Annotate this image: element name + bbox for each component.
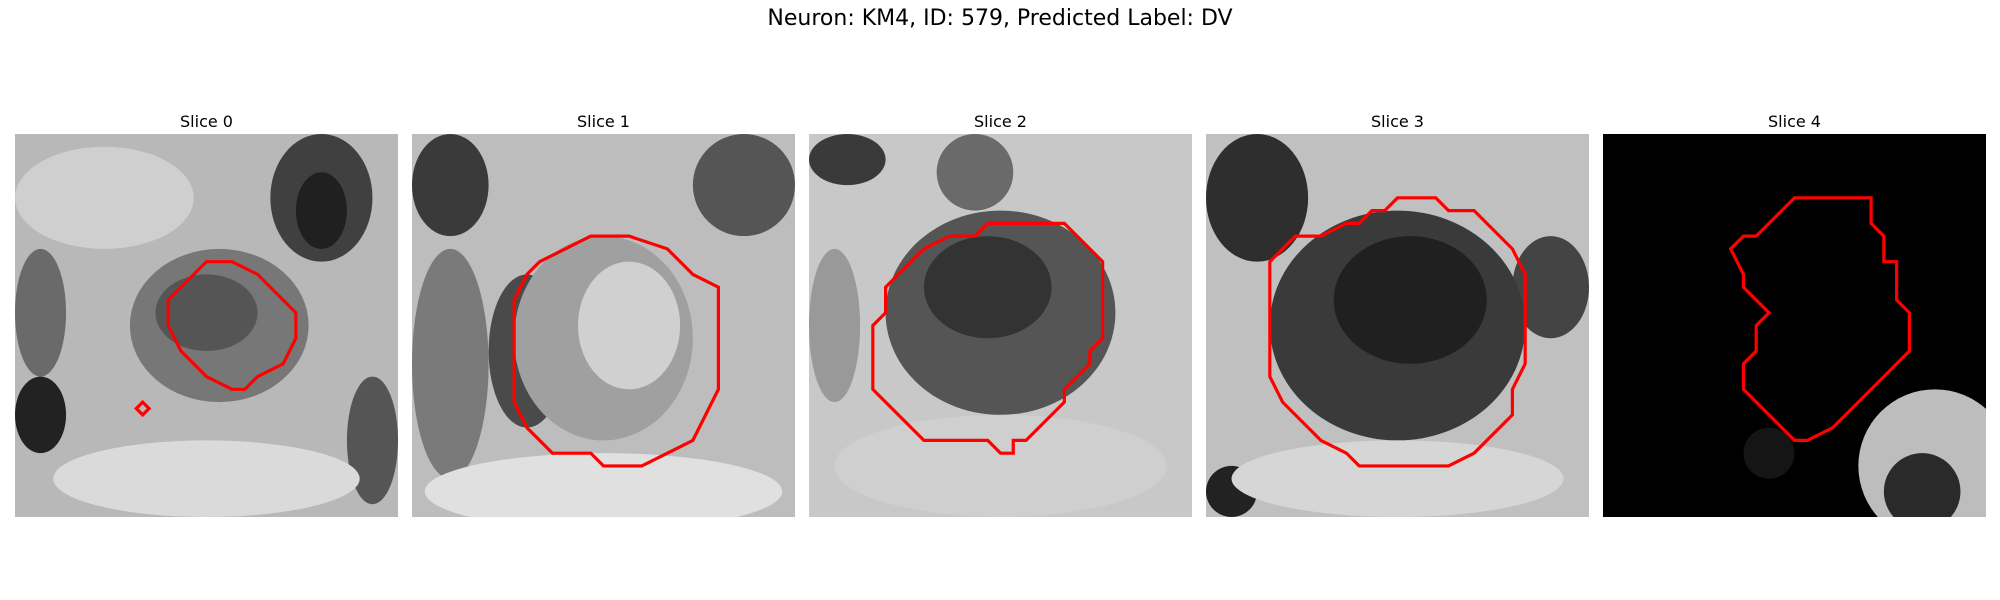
slice-title-2: Slice 2 [974, 112, 1027, 131]
slice-title-0: Slice 0 [180, 112, 233, 131]
grayscale-blobs [15, 134, 398, 517]
slice-panel-3: Slice 3 [1206, 110, 1589, 517]
slice-image-0 [15, 134, 398, 517]
neuron-contour-4 [1728, 196, 1911, 442]
slice-panel-4: Slice 4 [1603, 110, 1986, 517]
grayscale-blobs [1743, 389, 1986, 517]
figure-title: Neuron: KM4, ID: 579, Predicted Label: D… [767, 6, 1233, 31]
slice-title-3: Slice 3 [1371, 112, 1424, 131]
slice-image-4 [1603, 134, 1986, 517]
slice-panel-2: Slice 2 [809, 110, 1192, 517]
grayscale-blobs [412, 134, 795, 517]
slice-image-3 [1206, 134, 1589, 517]
grayscale-blobs [1206, 134, 1589, 517]
neuron-contour-1 [512, 234, 720, 468]
slice-image-2 [809, 134, 1192, 517]
neuron-contour-3 [1268, 196, 1527, 468]
slice-panel-0: Slice 0 [15, 110, 398, 517]
neuron-contour-0 [166, 260, 298, 391]
neuron-contour-2 [871, 221, 1105, 455]
grayscale-blobs [809, 134, 1167, 517]
slice-title-4: Slice 4 [1768, 112, 1821, 131]
artifact-contour-0 [134, 399, 152, 418]
slice-title-1: Slice 1 [577, 112, 630, 131]
slice-panel-1: Slice 1 [412, 110, 795, 517]
slice-image-1 [412, 134, 795, 517]
